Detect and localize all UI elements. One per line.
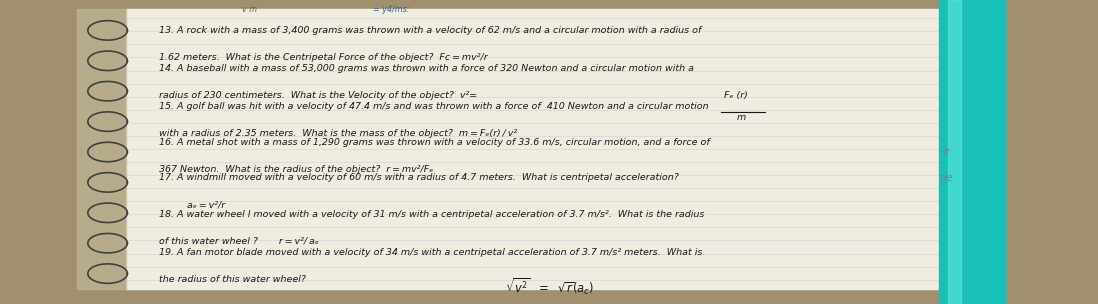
Text: $\sqrt{v^2}$  $=$  $\sqrt{r}$$(a_c)$: $\sqrt{v^2}$ $=$ $\sqrt{r}$$(a_c)$ bbox=[505, 276, 594, 297]
Text: m: m bbox=[737, 113, 746, 123]
Text: 18. A water wheel l moved with a velocity of 31 m/s with a centripetal accelerat: 18. A water wheel l moved with a velocit… bbox=[159, 210, 705, 219]
Text: v m: v m bbox=[242, 5, 257, 14]
Text: 13. A rock with a mass of 3,400 grams was thrown with a velocity of 62 m/s and a: 13. A rock with a mass of 3,400 grams wa… bbox=[159, 26, 702, 35]
Text: Fₑ (r): Fₑ (r) bbox=[724, 91, 748, 100]
Bar bbox=[126, 9, 939, 289]
Text: e: e bbox=[942, 146, 949, 156]
Text: 14. A baseball with a mass of 53,000 grams was thrown with a force of 320 Newton: 14. A baseball with a mass of 53,000 gra… bbox=[159, 64, 694, 73]
Text: 16. A metal shot with a mass of 1,290 grams was thrown with a velocity of 33.6 m: 16. A metal shot with a mass of 1,290 gr… bbox=[159, 138, 710, 147]
Text: 1.62 meters.  What is the Centripetal Force of the object?  Fc = mv²/r: 1.62 meters. What is the Centripetal For… bbox=[159, 53, 488, 62]
Text: de: de bbox=[940, 173, 953, 183]
Text: 19. A fan motor blade moved with a velocity of 34 m/s with a centripetal acceler: 19. A fan motor blade moved with a veloc… bbox=[159, 248, 703, 257]
Text: 17. A windmill moved with a velocity of 60 m/s with a radius of 4.7 meters.  Wha: 17. A windmill moved with a velocity of … bbox=[159, 173, 679, 182]
Bar bbox=[77, 9, 126, 289]
Text: = y4/ms:: = y4/ms: bbox=[373, 5, 410, 14]
Bar bbox=[948, 0, 961, 304]
Text: of this water wheel ?       r = v²/ aₑ: of this water wheel ? r = v²/ aₑ bbox=[159, 237, 320, 246]
Text: aₑ = v²/r: aₑ = v²/r bbox=[187, 200, 225, 209]
Text: radius of 230 centimeters.  What is the Velocity of the object?  v²=: radius of 230 centimeters. What is the V… bbox=[159, 91, 478, 100]
Text: 367 Newton.  What is the radius of the object?  r = mv²/Fₑ: 367 Newton. What is the radius of the ob… bbox=[159, 165, 434, 174]
Bar bbox=[939, 0, 1005, 304]
Text: with a radius of 2.35 meters.  What is the mass of the object?  m = Fₑ(r) / v²: with a radius of 2.35 meters. What is th… bbox=[159, 129, 517, 138]
Text: the radius of this water wheel?: the radius of this water wheel? bbox=[159, 275, 306, 284]
Text: 15. A golf ball was hit with a velocity of 47.4 m/s and was thrown with a force : 15. A golf ball was hit with a velocity … bbox=[159, 102, 709, 111]
